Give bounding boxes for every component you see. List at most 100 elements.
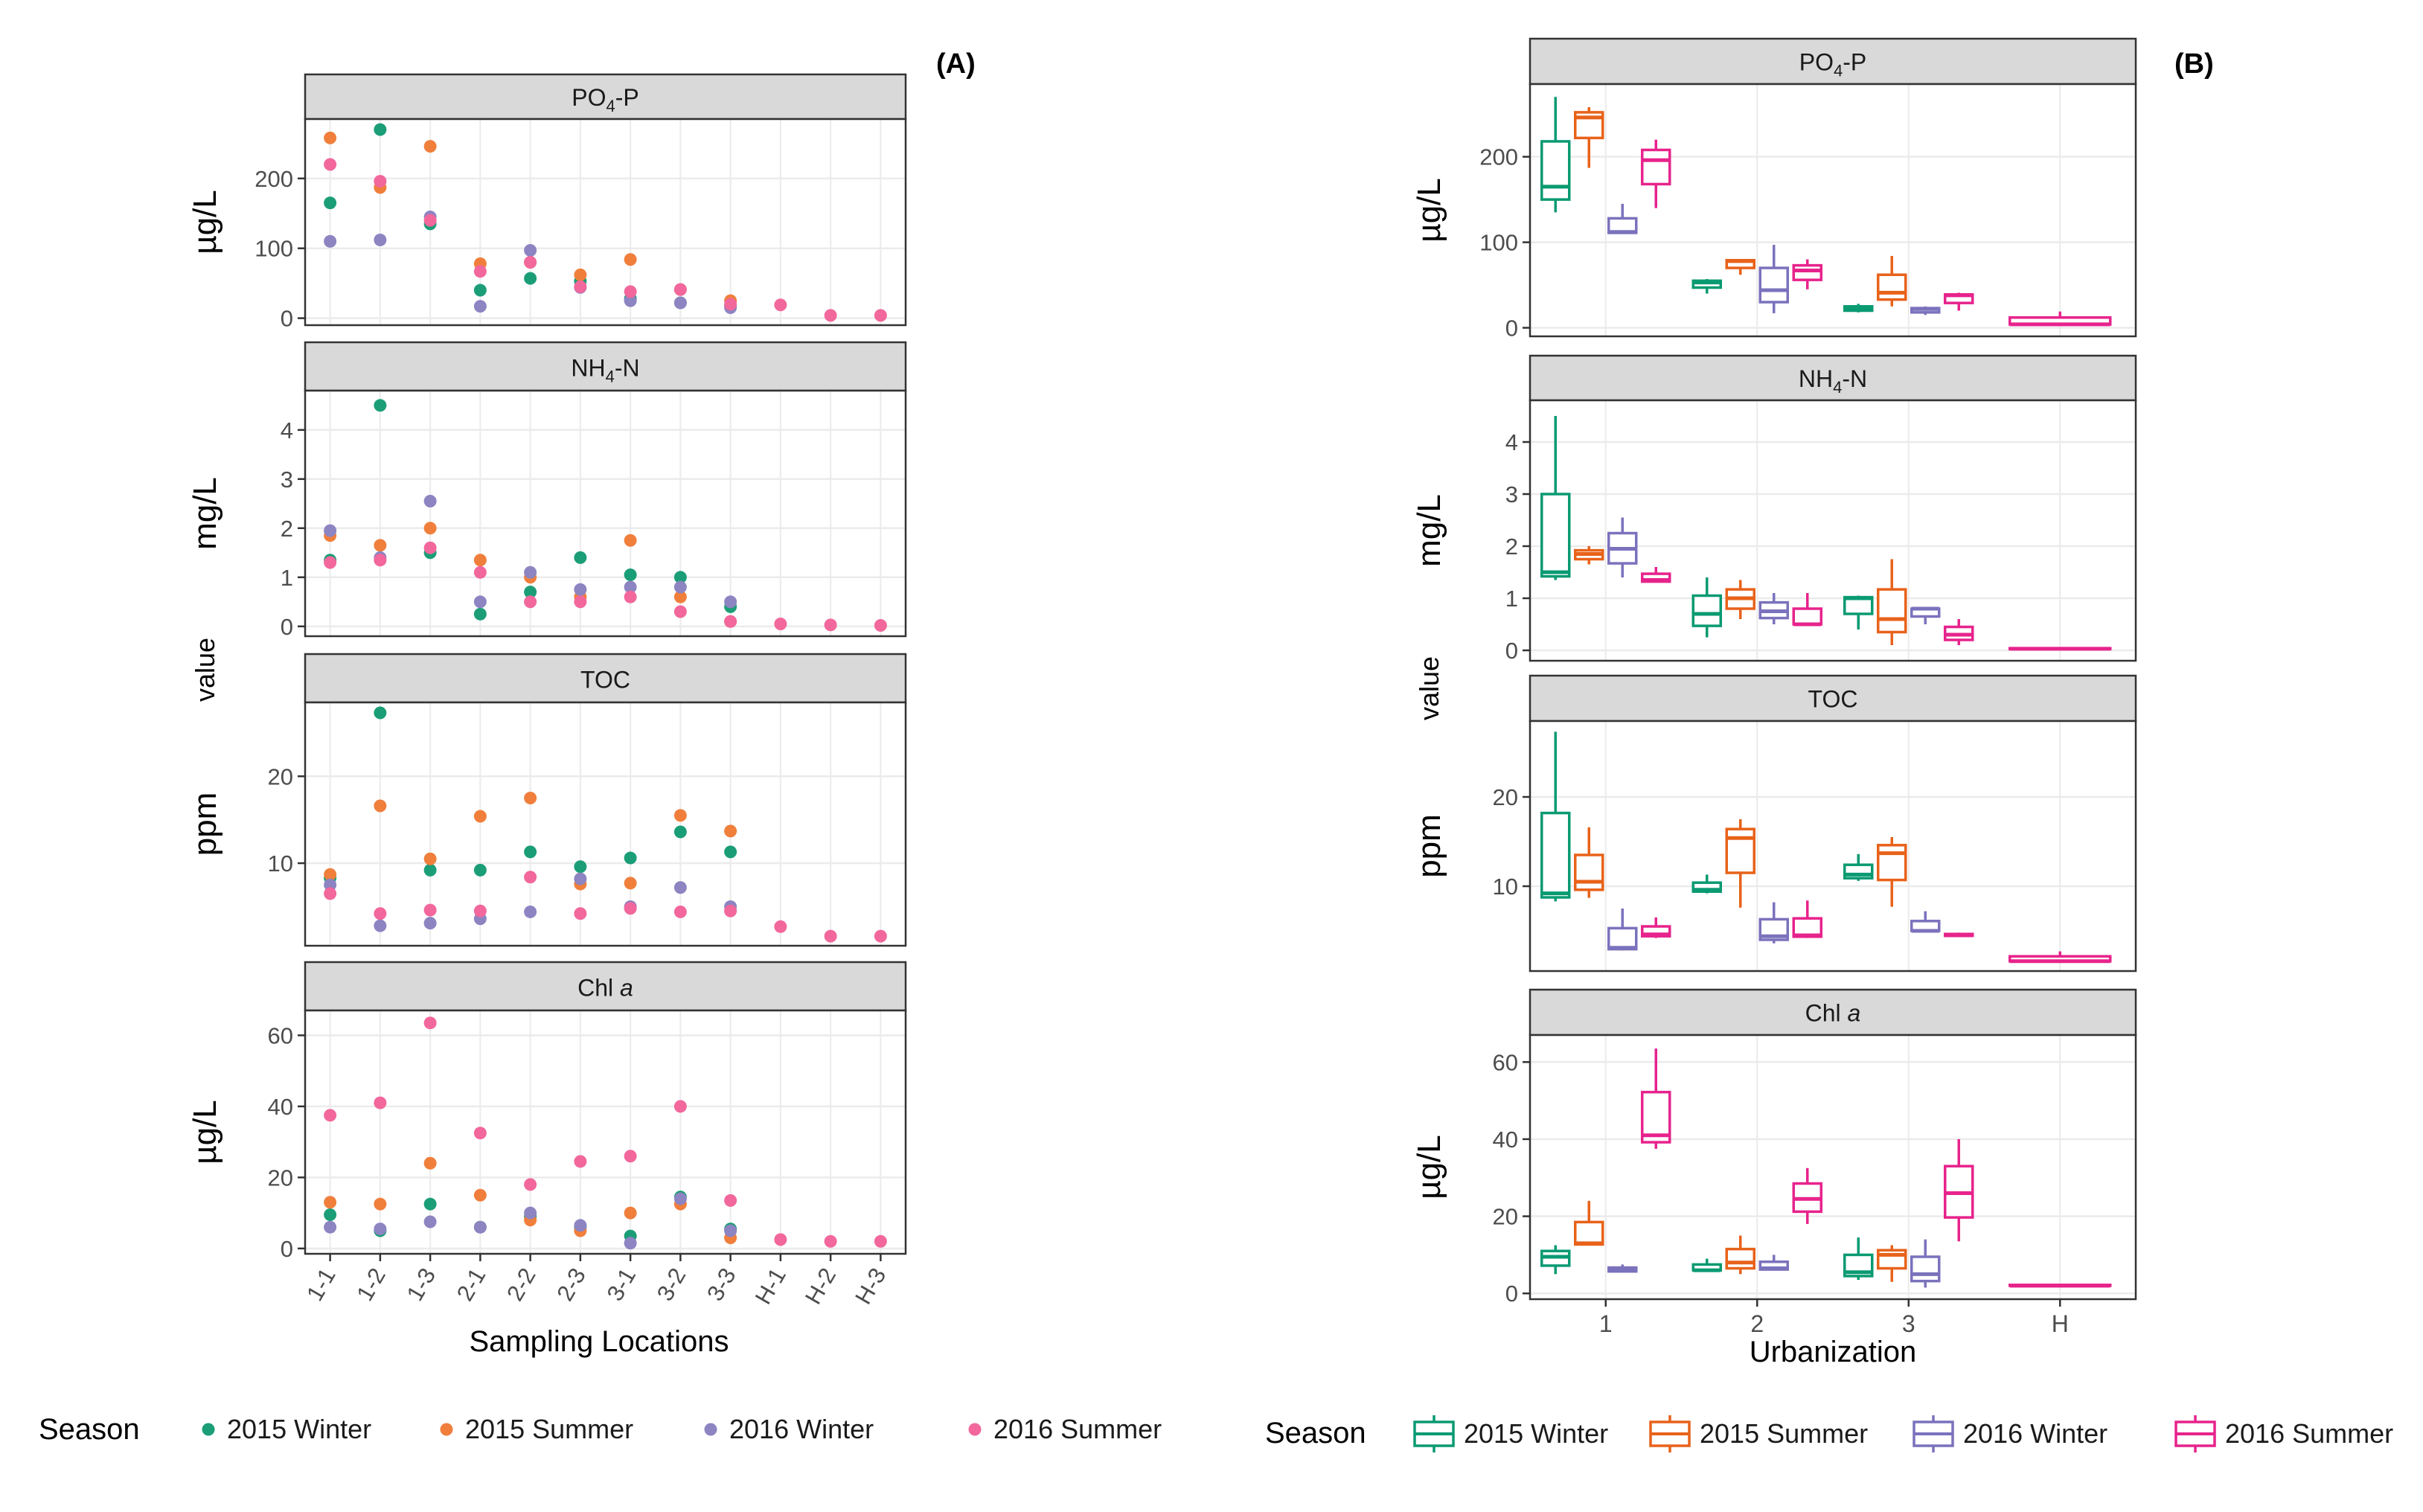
point-2015-winter-1-2 xyxy=(374,399,387,412)
x-tick-label: H-3 xyxy=(850,1263,891,1309)
point-2015-winter-2-2 xyxy=(524,586,537,599)
point-2016-winter-3-3 xyxy=(724,595,737,609)
point-2016-summer-3-2 xyxy=(673,905,687,918)
facet-a-3-border xyxy=(304,1009,907,1255)
facet-b-3-strip-bg xyxy=(1529,988,2137,1037)
legend-a-label: 2015 Summer xyxy=(465,1414,633,1444)
facet-a-3-strip-label-part: a xyxy=(620,975,633,1002)
point-2015-summer-2-1 xyxy=(473,810,487,823)
box-body xyxy=(1725,827,1755,874)
facet-b-2-strip-label-part: TOC xyxy=(1808,686,1858,713)
box-2016-summer-H xyxy=(2009,647,2112,651)
point-2016-winter-1-1 xyxy=(324,878,337,891)
box-2016-winter-3 xyxy=(1910,606,1941,624)
facet-a-0-strip-label-part: PO xyxy=(572,84,606,111)
point-2016-summer-H-1 xyxy=(774,618,787,630)
point-2015-winter-2-1 xyxy=(473,284,487,297)
box-body xyxy=(1540,493,1571,578)
point-2016-summer-3-2 xyxy=(673,605,687,618)
box-2016-summer-H xyxy=(2009,1284,2112,1288)
point-2016-winter-3-2 xyxy=(673,1192,687,1205)
y-tick-label: 100 xyxy=(1479,230,1518,256)
point-2016-winter-3-2 xyxy=(673,296,687,310)
facet-b-1-border xyxy=(1529,399,2137,662)
y-tick-label: 20 xyxy=(268,1165,293,1191)
box-2016-summer-2 xyxy=(1792,1167,1822,1224)
point-2016-summer-2-1 xyxy=(473,1127,487,1140)
legend-a-key-2016-winter xyxy=(704,1423,717,1436)
point-2015-summer-3-2 xyxy=(673,590,687,603)
x-tick-label: 2-1 xyxy=(452,1263,491,1305)
box-body xyxy=(1691,594,1722,627)
y-tick-label: 4 xyxy=(281,417,293,443)
point-2016-summer-2-2 xyxy=(524,255,537,269)
box-2016-winter-2 xyxy=(1758,593,1789,624)
y-axis-title-b: value xyxy=(1414,656,1444,720)
y-tick-label: 1 xyxy=(281,565,293,591)
point-2015-summer-1-2 xyxy=(374,1197,387,1211)
y-tick-label: 0 xyxy=(281,614,293,640)
box-body xyxy=(1877,273,1907,301)
point-2015-winter-3-3 xyxy=(724,845,737,859)
facet-a-1-unit: mg/L xyxy=(187,477,223,550)
facet-b-1-strip-label-part: NH xyxy=(1799,365,1833,392)
point-2016-summer-1-3 xyxy=(423,214,437,227)
facet-b-0-strip-bg xyxy=(1529,37,2137,86)
box-2016-winter-3 xyxy=(1910,911,1941,933)
point-2015-winter-1-2 xyxy=(374,123,387,136)
box-2016-summer-1 xyxy=(1641,139,1671,208)
point-2016-summer-3-1 xyxy=(624,902,637,915)
box-2016-winter-3 xyxy=(1910,306,1941,315)
legend-b-label: 2015 Summer xyxy=(1700,1418,1868,1449)
facet-b-3-unit: µg/L xyxy=(1411,1135,1447,1199)
box-2016-summer-1 xyxy=(1641,1048,1671,1149)
facet-b-0-panel xyxy=(1530,84,2136,336)
box-2015-summer-3 xyxy=(1877,255,1907,307)
box-2015-winter-2 xyxy=(1691,1258,1722,1272)
x-axis-title-a: Sampling Locations xyxy=(469,1325,729,1358)
y-tick-label: 3 xyxy=(281,467,293,493)
point-2015-winter-3-2 xyxy=(673,825,687,839)
point-2015-summer-1-3 xyxy=(423,522,437,535)
x-tick-label: H-1 xyxy=(750,1263,791,1309)
point-2015-summer-1-1 xyxy=(324,131,337,144)
point-2016-summer-2-1 xyxy=(473,566,487,579)
facet-b-0-strip-label-part: 4 xyxy=(1834,62,1843,80)
point-2016-summer-1-2 xyxy=(374,907,387,920)
facet-a-0-panel xyxy=(305,119,906,325)
facet-b-3-strip-label-part: a xyxy=(1848,1000,1861,1027)
panel-label-a: (A) xyxy=(936,48,976,80)
point-2016-summer-H-1 xyxy=(774,1233,787,1246)
facet-a-3-strip-label-part: Chl xyxy=(577,975,620,1002)
point-2015-summer-3-1 xyxy=(624,534,637,547)
legend-a-label: 2016 Summer xyxy=(993,1414,1162,1444)
box-body xyxy=(1540,811,1571,899)
facet-a-1-strip-bg xyxy=(304,341,907,392)
point-2016-summer-3-2 xyxy=(673,283,687,296)
y-tick-label: 100 xyxy=(255,236,293,262)
facet-b-1-strip-bg xyxy=(1529,354,2137,402)
facet-b-0-border xyxy=(1529,83,2137,338)
box-2016-summer-3 xyxy=(1944,619,1974,645)
facet-b-1-panel xyxy=(1530,400,2136,661)
legend-a-label: 2016 Winter xyxy=(729,1414,874,1444)
y-tick-label: 200 xyxy=(1479,144,1518,170)
box-body xyxy=(1574,853,1604,891)
point-2016-summer-H-3 xyxy=(874,309,887,322)
point-2016-winter-3-2 xyxy=(673,580,687,594)
y-tick-label: 20 xyxy=(1493,1204,1518,1230)
facet-b-2-strip-label: TOC xyxy=(1808,686,1858,713)
y-tick-label: 0 xyxy=(1505,638,1518,664)
panel-label-b: (B) xyxy=(2174,48,2214,80)
facet-a-2-panel xyxy=(305,702,906,946)
facet-b-3-border xyxy=(1529,1034,2137,1301)
box-body xyxy=(1792,263,1822,281)
point-2016-summer-H-1 xyxy=(774,920,787,933)
box-2016-winter-1 xyxy=(1607,203,1638,234)
box-2016-winter-1 xyxy=(1607,517,1638,577)
point-2016-summer-2-2 xyxy=(524,871,537,884)
box-body xyxy=(1758,266,1789,304)
facet-b-0-plot xyxy=(1530,84,2136,336)
point-2015-summer-1-2 xyxy=(374,539,387,552)
x-axis-title-b: Urbanization xyxy=(1750,1336,1917,1368)
